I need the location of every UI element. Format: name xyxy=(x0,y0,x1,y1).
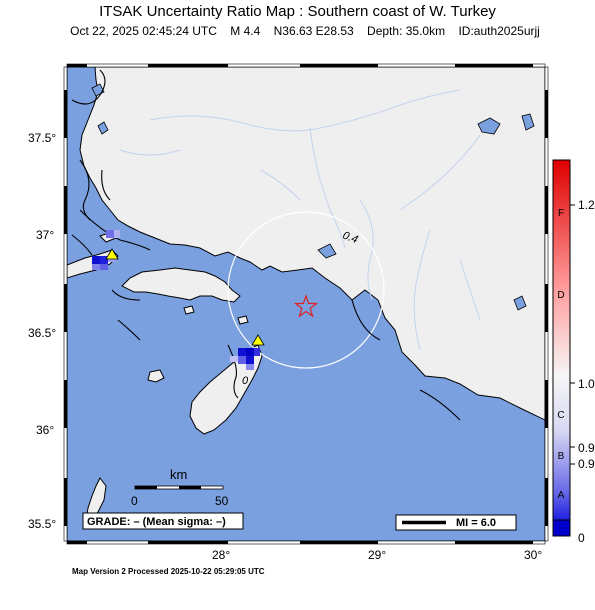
station-cells-rhodes xyxy=(230,348,260,370)
latitude-labels: 37.5° 37° 36.5° 36° 35.5° xyxy=(28,131,56,531)
lat-label: 37° xyxy=(36,228,54,242)
grade-box xyxy=(82,512,244,530)
scale-bar-unit: km xyxy=(170,467,187,482)
island-rhodes xyxy=(189,344,263,435)
processing-footer: Map Version 2 Processed 2025-10-22 05:29… xyxy=(72,567,265,576)
event-info: Oct 22, 2025 02:45:24 UTC M 4.4 N36.63 E… xyxy=(0,24,595,38)
scale-bar-max: 50 xyxy=(215,494,229,508)
colorbar: F D C B A 1.2 1.0 0.9 0.9 0 xyxy=(552,159,595,545)
event-depth: Depth: 35.0km xyxy=(367,24,446,38)
lat-label: 36° xyxy=(36,423,54,437)
lake-3 xyxy=(317,243,337,259)
scale-bar: km 0 50 xyxy=(131,467,229,508)
lat-label: 37.5° xyxy=(28,131,56,145)
lake-2 xyxy=(97,121,109,135)
colorbar-letter: D xyxy=(557,290,564,301)
longitude-labels: 28° 29° 30° xyxy=(212,548,542,562)
lon-label: 29° xyxy=(368,548,386,562)
lon-label: 28° xyxy=(212,548,230,562)
station-triangle-icon xyxy=(251,334,265,346)
colorbar-value: 0.9 xyxy=(578,441,595,455)
event-id: ID:auth2025urjj xyxy=(458,24,540,38)
lon-label: 30° xyxy=(524,548,542,562)
colorbar-letter: A xyxy=(558,490,565,501)
island-small-1 xyxy=(147,369,165,383)
colorbar-value: 1.0 xyxy=(578,377,595,391)
event-datetime: Oct 22, 2025 02:45:24 UTC xyxy=(70,24,217,38)
island-small-3 xyxy=(183,305,195,315)
peninsula-landmass xyxy=(121,267,241,303)
contour-label-0.4: 0.4 xyxy=(341,230,359,247)
colorbar-letter: C xyxy=(557,410,564,421)
colorbar-letter: F xyxy=(558,208,564,219)
lake-4 xyxy=(477,117,501,135)
colorbar-value: 1.2 xyxy=(578,198,595,212)
contour-label-0: 0 xyxy=(242,375,249,387)
map-title: ITSAK Uncertainty Ratio Map : Southern c… xyxy=(99,3,496,20)
island-small-2 xyxy=(237,315,249,325)
event-magnitude: M 4.4 xyxy=(230,24,261,38)
lake-5 xyxy=(521,113,535,131)
lake-6 xyxy=(513,295,527,311)
contour-circle xyxy=(227,211,385,369)
scale-bar-min: 0 xyxy=(131,494,138,508)
colorbar-value: 0.9 xyxy=(578,457,595,471)
mi-legend-text: MI = 6.0 xyxy=(456,517,496,529)
event-location: N36.63 E28.53 xyxy=(273,24,354,38)
colorbar-letter: B xyxy=(558,451,565,462)
station-triangle-icon xyxy=(105,248,119,260)
colorbar-value: 0 xyxy=(578,531,585,545)
grade-text: GRADE: – (Mean sigma: –) xyxy=(87,516,226,528)
map-frame xyxy=(63,63,549,545)
rivers xyxy=(119,89,481,351)
mi-legend-box xyxy=(395,514,517,531)
epicenter-star-icon xyxy=(293,294,319,318)
lat-label: 35.5° xyxy=(28,517,56,531)
lat-label: 36.5° xyxy=(28,326,56,340)
